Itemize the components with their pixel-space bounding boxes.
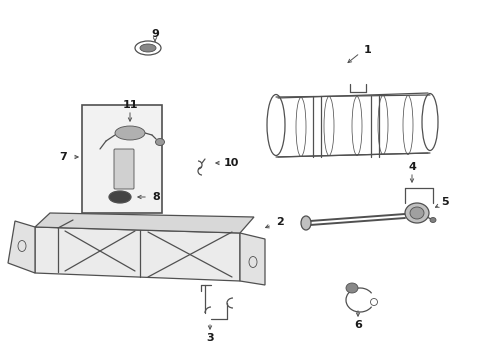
Ellipse shape xyxy=(140,44,156,52)
Bar xyxy=(82,105,162,213)
Text: 4: 4 xyxy=(408,162,416,172)
Polygon shape xyxy=(8,221,35,273)
Text: 2: 2 xyxy=(276,217,284,227)
Ellipse shape xyxy=(109,191,131,203)
Ellipse shape xyxy=(410,207,424,219)
Ellipse shape xyxy=(301,216,311,230)
Polygon shape xyxy=(35,227,240,281)
Text: 5: 5 xyxy=(441,197,449,207)
Ellipse shape xyxy=(115,126,145,140)
Text: 6: 6 xyxy=(354,320,362,330)
Ellipse shape xyxy=(346,283,358,293)
Text: 7: 7 xyxy=(59,152,67,162)
Text: 3: 3 xyxy=(206,333,214,343)
Text: 11: 11 xyxy=(122,100,138,110)
Polygon shape xyxy=(240,233,265,285)
Ellipse shape xyxy=(405,203,429,223)
Text: 1: 1 xyxy=(364,45,372,55)
Ellipse shape xyxy=(430,217,436,222)
FancyBboxPatch shape xyxy=(114,149,134,189)
Text: 9: 9 xyxy=(151,29,159,39)
Polygon shape xyxy=(35,213,254,233)
Text: 8: 8 xyxy=(152,192,160,202)
Text: 10: 10 xyxy=(223,158,239,168)
Ellipse shape xyxy=(155,139,165,145)
